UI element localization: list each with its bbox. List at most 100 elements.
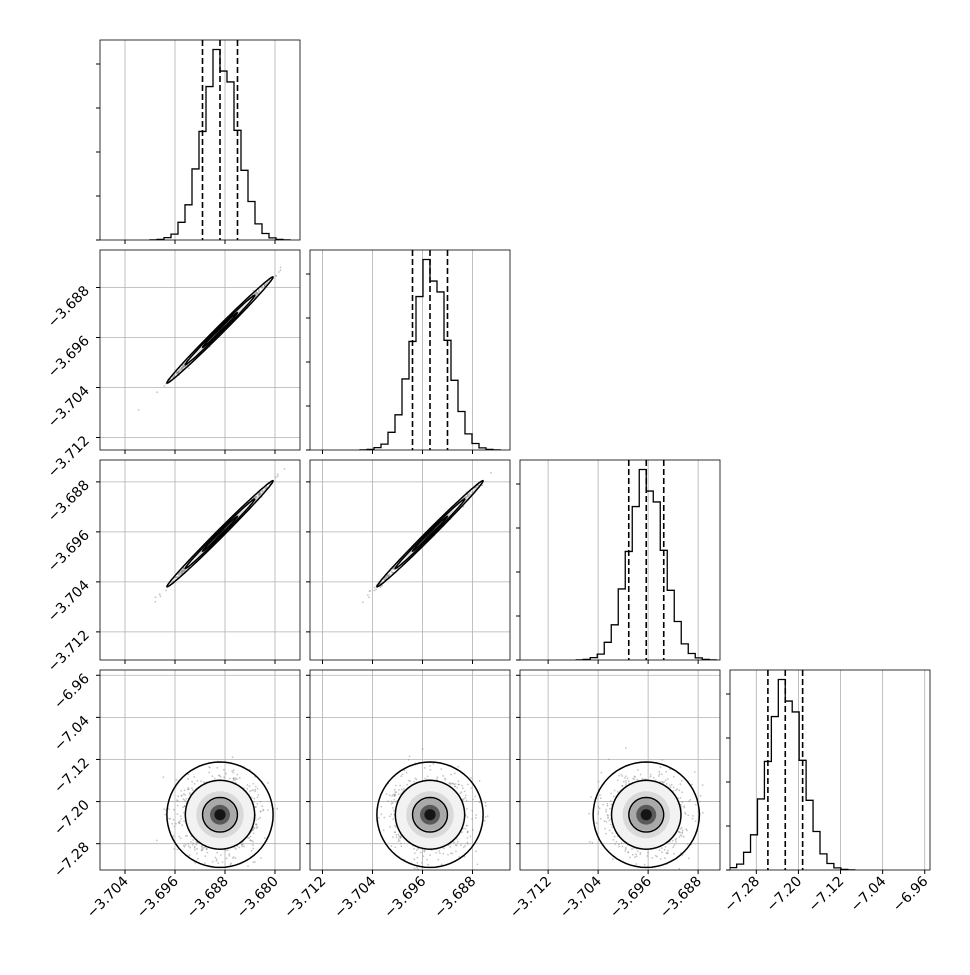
- sample-point: [469, 493, 471, 495]
- sample-point: [233, 778, 235, 780]
- sample-point: [212, 775, 214, 777]
- sample-point: [187, 778, 189, 780]
- sample-point: [254, 789, 256, 791]
- sample-point: [186, 798, 188, 800]
- sample-point: [173, 848, 175, 850]
- sample-point: [257, 788, 259, 790]
- sample-point: [209, 767, 211, 769]
- sample-point: [188, 367, 190, 369]
- sample-point: [253, 801, 255, 803]
- sample-point: [184, 366, 186, 368]
- sample-point: [173, 835, 175, 837]
- sample-point: [235, 848, 237, 850]
- sample-point: [292, 457, 294, 459]
- sample-point: [225, 850, 227, 852]
- panel-frame: [100, 460, 300, 660]
- sample-point: [184, 799, 186, 801]
- sample-point: [280, 267, 282, 269]
- sample-point: [252, 844, 254, 846]
- sample-point: [255, 786, 257, 788]
- sample-point: [230, 863, 232, 865]
- sample-point: [183, 820, 185, 822]
- sample-point: [246, 788, 248, 790]
- panel-frame: [730, 670, 930, 870]
- sample-point: [259, 291, 261, 293]
- sample-point: [178, 821, 180, 823]
- sample-point: [197, 780, 199, 782]
- sample-point: [255, 496, 257, 498]
- sample-point: [181, 570, 183, 572]
- sample-point: [176, 779, 178, 781]
- sample-point: [159, 593, 161, 595]
- sample-point: [368, 597, 370, 599]
- sample-point: [164, 385, 166, 387]
- sample-point: [179, 836, 181, 838]
- sample-point: [258, 289, 260, 291]
- sample-point: [216, 767, 218, 769]
- sample-point: [190, 841, 192, 843]
- sample-point: [189, 792, 191, 794]
- sample-point: [178, 371, 180, 373]
- sample-point: [490, 472, 492, 474]
- sample-point: [232, 756, 234, 758]
- sample-point: [192, 789, 194, 791]
- scatter-panel-3-1: [96, 457, 300, 665]
- sample-point: [165, 814, 167, 816]
- sample-point: [227, 849, 229, 851]
- scatter-content: [156, 756, 278, 877]
- sample-point: [195, 844, 197, 846]
- sample-point: [188, 845, 190, 847]
- sample-point: [254, 790, 256, 792]
- sample-point: [257, 797, 259, 799]
- sample-point: [239, 847, 241, 849]
- sample-point: [374, 587, 376, 589]
- scatter-content: [138, 267, 282, 411]
- sample-point: [247, 784, 249, 786]
- sample-point: [206, 852, 208, 854]
- sample-point: [196, 848, 198, 850]
- sample-point: [189, 854, 191, 856]
- histogram-panel-3: [516, 460, 720, 664]
- sample-point: [235, 857, 237, 859]
- sample-point: [204, 855, 206, 857]
- sample-point: [278, 271, 280, 273]
- sample-point: [178, 573, 180, 575]
- sample-point: [280, 269, 282, 271]
- sample-point: [191, 781, 193, 783]
- panel-frame: [100, 40, 300, 240]
- sample-point: [248, 837, 250, 839]
- panel-frame: [520, 460, 720, 660]
- sample-point: [216, 858, 218, 860]
- sample-point: [261, 490, 263, 492]
- sample-point: [254, 861, 256, 863]
- sample-point: [185, 801, 187, 803]
- sample-point: [179, 369, 181, 371]
- sample-point: [181, 795, 183, 797]
- sample-point: [216, 852, 218, 854]
- sample-point: [380, 586, 382, 588]
- sample-point: [260, 857, 262, 859]
- sample-point: [225, 773, 227, 775]
- sample-point: [154, 601, 156, 603]
- sample-point: [192, 839, 194, 841]
- sample-point: [259, 817, 261, 819]
- sample-point: [223, 769, 225, 771]
- sample-point: [168, 808, 170, 810]
- sample-point: [256, 827, 258, 829]
- sample-point: [249, 790, 251, 792]
- sample-point: [226, 858, 228, 860]
- sample-point: [375, 589, 377, 591]
- sample-point: [217, 862, 219, 864]
- sample-point: [233, 780, 235, 782]
- histogram-panel-2: [306, 250, 510, 454]
- sample-point: [362, 601, 364, 603]
- sample-point: [204, 862, 206, 864]
- sample-point: [220, 854, 222, 856]
- histogram-panel-4: [716, 670, 930, 874]
- sample-point: [185, 844, 187, 846]
- sample-point: [174, 374, 176, 376]
- sample-point: [183, 570, 185, 572]
- sample-point: [275, 275, 277, 277]
- sample-point: [173, 809, 175, 811]
